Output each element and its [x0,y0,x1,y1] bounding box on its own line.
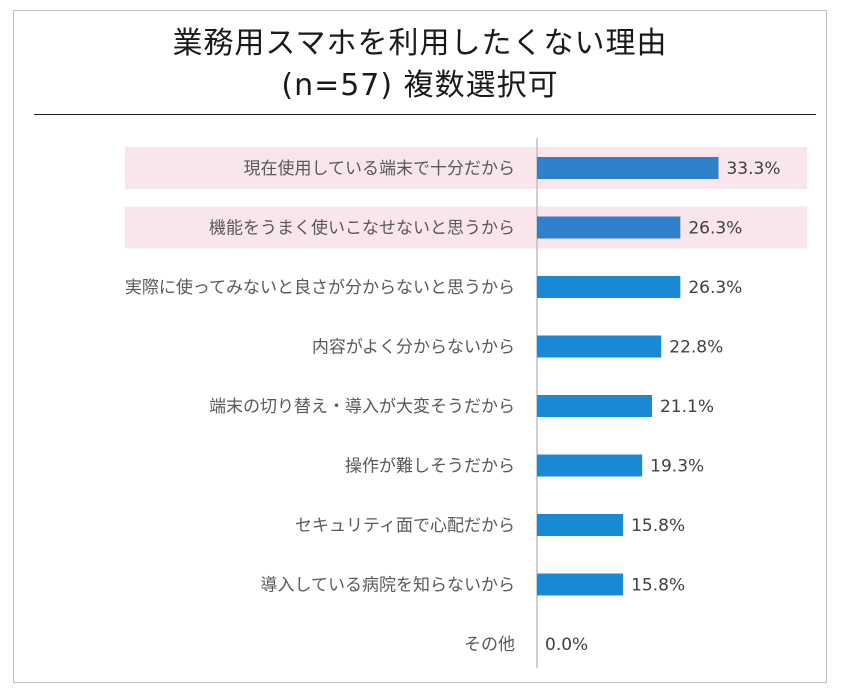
category-label: 導入している病院を知らないから [261,576,516,596]
value-label: 15.8% [631,576,685,596]
category-label: 内容がよく分からないから [312,338,515,358]
bar [537,157,719,179]
value-label: 26.3% [688,278,742,298]
bar [537,335,662,358]
bar [537,276,681,298]
category-label: 端末の切り替え・導入が大変そうだから [209,397,515,417]
bar [537,216,681,239]
chart-title-line2: (n=57) 複数選択可 [281,68,559,103]
bar [537,454,643,477]
chart-frame [13,10,827,683]
value-label: 21.1% [660,397,714,417]
value-label: 26.3% [688,219,742,239]
chart-title-line1: 業務用スマホを利用したくない理由 [172,26,668,61]
category-label: 操作が難しそうだから [345,457,515,477]
category-label: その他 [464,635,515,655]
category-label: 現在使用している端末で十分だから [244,158,516,179]
category-label: 機能をうまく使いこなせないと思うから [209,218,515,239]
bar [537,395,652,417]
value-label: 19.3% [650,457,704,477]
bar [537,514,624,536]
value-label: 0.0% [545,635,588,655]
category-label: 実際に使ってみないと良さが分からないと思うから [125,277,515,298]
title-divider [34,114,816,115]
value-label: 33.3% [726,159,780,179]
highlight-band [125,206,807,249]
value-label: 22.8% [669,338,723,358]
bar [537,573,624,596]
category-label: セキュリティ面で心配だから [295,516,515,536]
value-label: 15.8% [631,516,685,536]
